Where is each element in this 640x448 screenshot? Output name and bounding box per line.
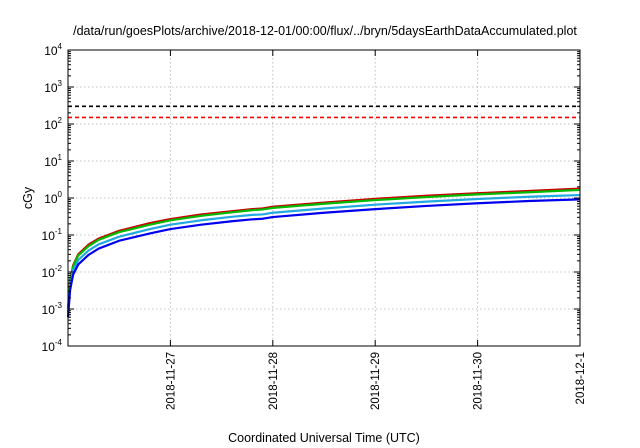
y-tick-base: 10	[44, 44, 58, 58]
y-tick-base: 10	[44, 155, 58, 169]
y-tick-base: 10	[42, 340, 56, 354]
y-tick-exponent: -1	[55, 227, 63, 236]
y-tick-base: 10	[44, 192, 58, 206]
y-tick-label: 10-1	[42, 227, 63, 243]
axis-ticks: 10-410-310-210-11001011021031042018-11-2…	[42, 42, 587, 410]
series-line-5	[66, 193, 581, 313]
y-tick-base: 10	[42, 229, 56, 243]
y-tick-exponent: 2	[58, 116, 63, 125]
y-tick-label: 104	[44, 42, 62, 58]
y-tick-label: 101	[44, 153, 62, 169]
y-tick-exponent: -3	[55, 301, 63, 310]
y-axis-label: cGy	[21, 186, 35, 209]
y-tick-label: 102	[44, 116, 62, 132]
y-tick-exponent: 3	[58, 79, 63, 88]
y-tick-base: 10	[44, 118, 58, 132]
x-tick-label: 2018-11-30	[473, 352, 485, 410]
y-tick-exponent: -4	[55, 338, 63, 347]
y-tick-label: 100	[44, 190, 62, 206]
series-group	[66, 105, 581, 318]
y-tick-label: 10-2	[42, 264, 63, 280]
y-tick-exponent: 0	[58, 190, 63, 199]
x-axis-label: Coordinated Universal Time (UTC)	[228, 431, 420, 445]
x-tick-label: 2018-11-27	[165, 352, 177, 410]
series-line-6	[66, 198, 581, 318]
series-line-3	[66, 187, 581, 310]
y-tick-label: 10-4	[42, 338, 63, 354]
y-tick-exponent: 4	[58, 42, 63, 51]
y-tick-exponent: -2	[55, 264, 63, 273]
x-tick-label: 2018-12-1	[575, 352, 587, 404]
y-tick-base: 10	[42, 303, 56, 317]
x-tick-label: 2018-11-29	[370, 352, 382, 410]
x-tick-label: 2018-11-28	[268, 352, 280, 410]
y-tick-base: 10	[42, 266, 56, 280]
grid	[68, 50, 580, 346]
y-tick-exponent: 1	[58, 153, 63, 162]
y-tick-label: 103	[44, 79, 62, 95]
series-line-4	[66, 188, 581, 311]
y-tick-base: 10	[44, 81, 58, 95]
chart-title: /data/run/goesPlots/archive/2018-12-01/0…	[73, 24, 577, 38]
y-tick-label: 10-3	[42, 301, 63, 317]
